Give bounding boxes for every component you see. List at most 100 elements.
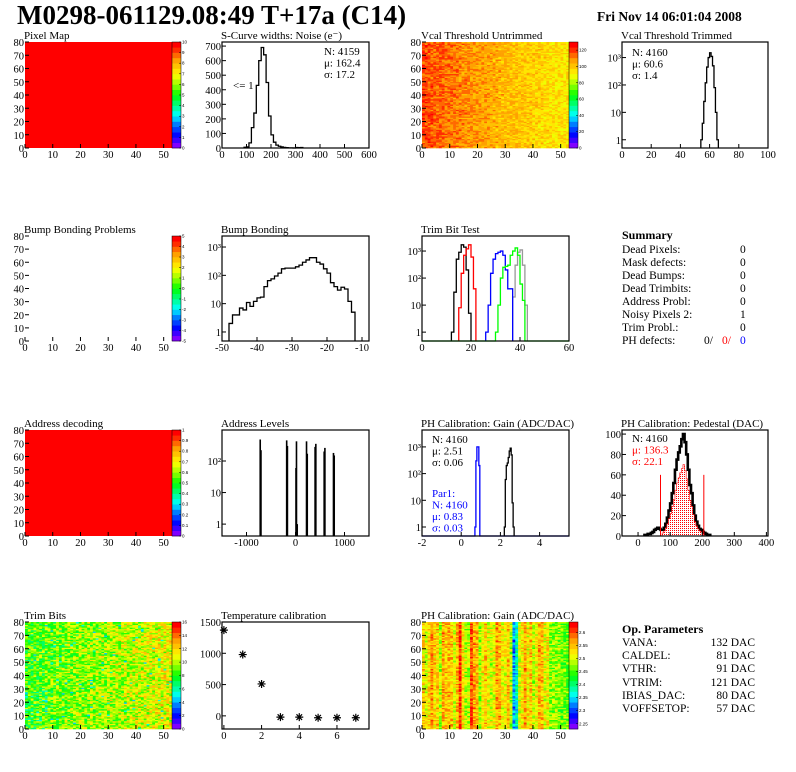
heatmap-cell bbox=[472, 116, 477, 118]
color-scale-band bbox=[172, 309, 181, 316]
heatmap-cell bbox=[532, 81, 536, 84]
heatmap-cell bbox=[455, 97, 460, 100]
heatmap-cell bbox=[422, 89, 426, 92]
color-scale-band bbox=[172, 132, 181, 138]
heatmap-cell bbox=[424, 130, 428, 133]
heatmap-cell bbox=[503, 96, 508, 98]
heatmap-cell bbox=[438, 117, 443, 120]
heatmap-cell bbox=[472, 81, 477, 84]
heatmap-cell bbox=[430, 76, 434, 79]
heatmap-cell bbox=[470, 141, 474, 144]
heatmap-cell bbox=[433, 132, 437, 134]
heatmap-cell bbox=[475, 134, 479, 137]
heatmap-cell bbox=[532, 67, 536, 69]
heatmap-cell bbox=[492, 109, 496, 112]
heatmap-cell bbox=[472, 96, 477, 98]
heatmap-cell bbox=[535, 112, 539, 114]
color-scale-label: 5 bbox=[182, 93, 185, 98]
heatmap-cell bbox=[484, 69, 488, 72]
heatmap-cell bbox=[455, 144, 460, 146]
heatmap-cell bbox=[529, 133, 533, 136]
heatmap-cell bbox=[537, 81, 542, 84]
heatmap-cell bbox=[455, 76, 460, 79]
heatmap-cell bbox=[438, 97, 443, 100]
x-tick-label: 40 bbox=[528, 150, 539, 161]
stats-entry: N: 4160 bbox=[632, 47, 668, 59]
heatmap-cell bbox=[484, 59, 488, 61]
heatmap-cell bbox=[532, 122, 536, 125]
heatmap-cell bbox=[453, 117, 457, 120]
heatmap-cell bbox=[532, 42, 536, 44]
heatmap-cell bbox=[509, 141, 513, 144]
heatmap-cell bbox=[475, 68, 479, 71]
heatmap-cell bbox=[489, 100, 493, 102]
color-scale-label: -1 bbox=[182, 297, 186, 302]
heatmap-cell bbox=[518, 68, 522, 71]
color-scale-band bbox=[172, 430, 181, 436]
heatmap-cell bbox=[512, 130, 516, 133]
heatmap-cell bbox=[467, 137, 471, 140]
heatmap-cell bbox=[495, 108, 499, 110]
heatmap-cell bbox=[441, 51, 445, 53]
heatmap-cell bbox=[535, 84, 539, 87]
heatmap-cell bbox=[506, 142, 510, 145]
heatmap-cell bbox=[470, 106, 474, 109]
color-scale-band bbox=[172, 320, 181, 326]
heatmap-cell bbox=[481, 142, 485, 145]
color-scale-label: 10 bbox=[182, 40, 188, 45]
heatmap-cell bbox=[526, 92, 530, 94]
heatmap-cell bbox=[492, 126, 496, 129]
heatmap-cell bbox=[464, 128, 468, 130]
heatmap-cell bbox=[526, 144, 530, 146]
heatmap-cell bbox=[532, 144, 536, 146]
heatmap-cell bbox=[458, 91, 462, 93]
heatmap-cell bbox=[492, 76, 496, 79]
heatmap-cell bbox=[518, 65, 522, 68]
heatmap-cell bbox=[422, 51, 426, 53]
heatmap-cell bbox=[424, 88, 428, 91]
heatmap-cell bbox=[501, 118, 505, 121]
heatmap-cell bbox=[526, 122, 530, 125]
heatmap-cell bbox=[537, 68, 542, 71]
heatmap-cell bbox=[535, 81, 539, 84]
color-scale-label: 1 bbox=[182, 276, 185, 281]
heatmap-cell bbox=[433, 64, 437, 67]
heatmap-cell bbox=[537, 132, 542, 134]
heatmap-cell bbox=[467, 73, 471, 76]
heatmap-cell bbox=[512, 116, 516, 118]
heatmap-cell bbox=[515, 45, 519, 48]
heatmap-cell bbox=[438, 109, 443, 112]
heatmap-cell bbox=[526, 72, 530, 75]
heatmap-cell bbox=[540, 126, 544, 129]
color-scale-band bbox=[172, 477, 181, 484]
heatmap-cell bbox=[453, 59, 457, 61]
heatmap-cell bbox=[484, 76, 488, 79]
heatmap-cell bbox=[436, 59, 440, 61]
heatmap-cell bbox=[464, 145, 468, 147]
heatmap-cell bbox=[492, 120, 496, 122]
heatmap-cell bbox=[495, 126, 499, 129]
plot-title: Bump Bonding Problems bbox=[24, 224, 136, 236]
heatmap-cell bbox=[427, 120, 431, 122]
heatmap-cell bbox=[529, 53, 533, 56]
heatmap-cell bbox=[472, 129, 477, 132]
heatmap-cell bbox=[503, 105, 508, 108]
heatmap-cell bbox=[498, 121, 502, 124]
heatmap-cell bbox=[475, 51, 479, 53]
heatmap-cell bbox=[537, 59, 542, 61]
heatmap-cell bbox=[441, 53, 445, 56]
heatmap-cell bbox=[458, 114, 462, 117]
heatmap-cell bbox=[537, 43, 542, 45]
heatmap-cell bbox=[498, 52, 502, 55]
color-scale-band bbox=[172, 116, 181, 122]
heatmap-cell bbox=[461, 118, 465, 121]
heatmap-cell bbox=[467, 141, 471, 144]
heatmap-cell bbox=[512, 96, 516, 98]
heatmap-cell bbox=[535, 92, 539, 94]
heatmap-cell bbox=[422, 122, 426, 125]
heatmap-cell bbox=[475, 96, 479, 98]
heatmap-cell bbox=[447, 73, 451, 76]
heatmap-cell bbox=[495, 77, 499, 80]
heatmap-cell bbox=[461, 64, 465, 67]
